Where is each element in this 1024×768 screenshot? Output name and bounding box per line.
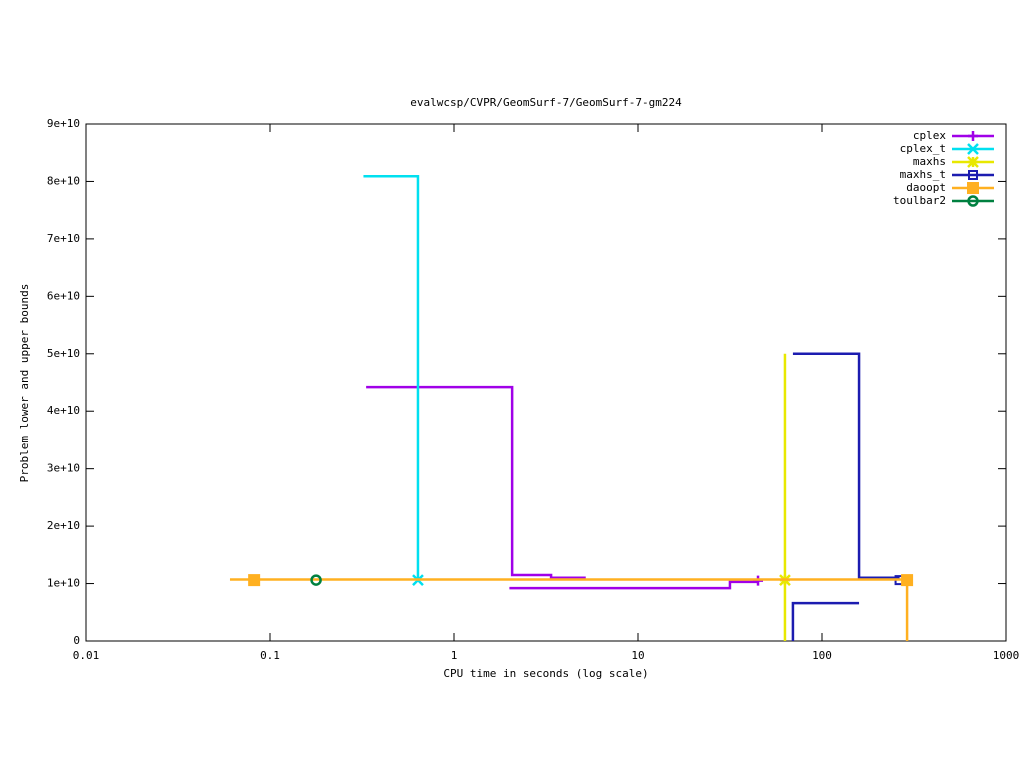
y-tick-label: 3e+10 [47, 462, 80, 475]
x-tick-label: 1 [451, 649, 458, 662]
legend-marker [967, 182, 979, 194]
y-tick-label: 5e+10 [47, 347, 80, 360]
legend-marker [967, 156, 979, 168]
legend-label: daoopt [906, 181, 946, 194]
x-tick-label: 0.1 [260, 649, 280, 662]
legend-label: maxhs [913, 155, 946, 168]
x-axis-label: CPU time in seconds (log scale) [443, 667, 648, 680]
y-tick-label: 7e+10 [47, 232, 80, 245]
legend-label: toulbar2 [893, 194, 946, 207]
series-line [363, 175, 420, 581]
legend-label: cplex [913, 129, 946, 142]
marker [901, 574, 914, 587]
legend-marker [967, 195, 979, 207]
x-tick-label: 1000 [993, 649, 1020, 662]
y-tick-label: 4e+10 [47, 404, 80, 417]
x-tick-label: 0.01 [73, 649, 100, 662]
series-line [791, 601, 860, 641]
chart-title: evalwcsp/CVPR/GeomSurf-7/GeomSurf-7-gm22… [410, 96, 682, 109]
y-tick-label: 8e+10 [47, 174, 80, 187]
legend-marker [967, 143, 979, 155]
marker [310, 574, 322, 586]
legend-marker [968, 131, 978, 141]
y-tick-label: 6e+10 [47, 289, 80, 302]
series-line [509, 580, 759, 590]
y-tick-label: 1e+10 [47, 577, 80, 590]
y-tick-label: 0 [73, 634, 80, 647]
plot-frame [85, 123, 1007, 642]
legend-label: maxhs_t [900, 168, 946, 181]
series-line [366, 385, 586, 580]
legend-label: cplex_t [900, 142, 946, 155]
marker [248, 574, 261, 587]
y-tick-label: 9e+10 [47, 117, 80, 130]
x-tick-label: 100 [812, 649, 832, 662]
series-line [792, 352, 900, 580]
legend-marker [968, 170, 978, 180]
y-tick-label: 2e+10 [47, 519, 80, 532]
y-axis-label: Problem lower and upper bounds [18, 284, 31, 483]
x-tick-label: 10 [631, 649, 644, 662]
